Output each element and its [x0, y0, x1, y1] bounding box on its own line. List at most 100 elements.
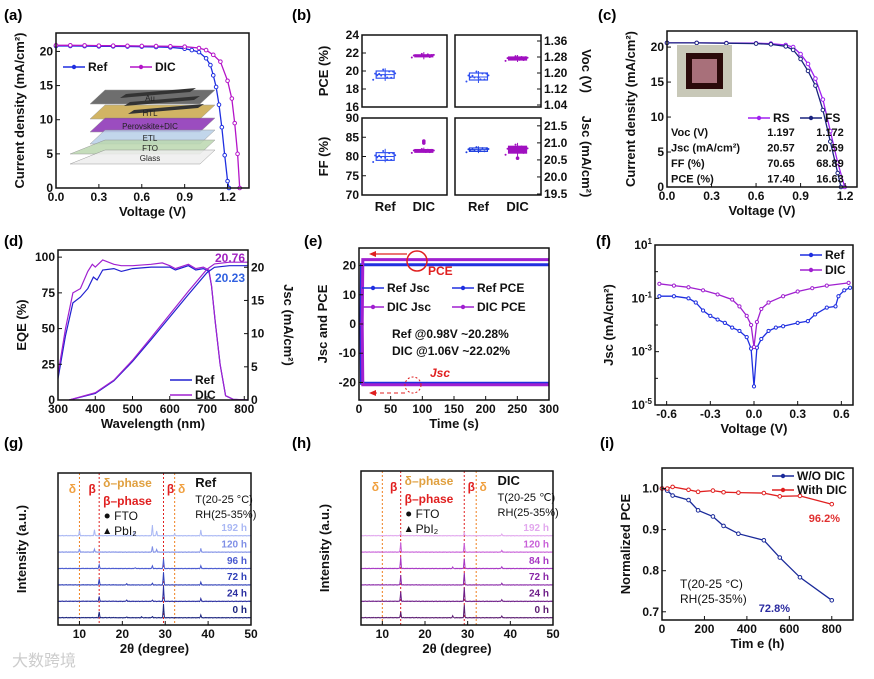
legend-label: With DIC	[797, 483, 847, 497]
data-point	[790, 47, 796, 53]
data-point	[737, 304, 742, 309]
y-tick-label: 0	[251, 393, 258, 407]
data-point	[504, 153, 507, 156]
data-point	[424, 151, 427, 154]
data-point	[748, 346, 754, 351]
y-tick-label: 20	[251, 260, 265, 274]
data-point	[378, 154, 381, 157]
data-point	[695, 489, 701, 495]
data-point	[418, 150, 421, 153]
y-tick-label: 10	[651, 110, 665, 124]
annotation-jsc: Jsc	[430, 366, 450, 380]
legend-label: DIC	[195, 388, 216, 402]
panel-label: (b)	[292, 7, 311, 24]
data-point	[416, 54, 419, 57]
legend-label: W/O DIC	[797, 469, 845, 483]
data-point	[813, 312, 818, 317]
legend-marker	[370, 304, 376, 310]
condition-label: RH(25-35%)	[680, 592, 747, 606]
data-point	[424, 55, 427, 58]
trace-label: 192 h	[221, 523, 247, 534]
series-title: DIC	[498, 473, 521, 488]
x-tick-label: 50	[244, 627, 258, 641]
x-tick-label: 0.3	[91, 190, 108, 204]
data-point	[820, 97, 826, 102]
x-tick-label: 600	[160, 402, 180, 416]
data-point	[820, 107, 826, 113]
data-point	[670, 484, 675, 490]
data-point	[213, 84, 219, 90]
data-point	[694, 40, 699, 46]
layer-label: FTO	[142, 144, 158, 153]
x-tick-label: 150	[444, 402, 464, 416]
y-tick-label: 20	[343, 259, 357, 273]
x-tick-label: 30	[159, 627, 173, 641]
data-point	[751, 384, 757, 389]
data-point	[810, 286, 815, 291]
y-tick-label: 15	[40, 79, 54, 93]
data-point	[518, 58, 521, 61]
data-point	[422, 150, 425, 153]
data-point	[516, 58, 519, 61]
x-tick-label: 10	[376, 627, 390, 641]
data-point	[686, 296, 691, 301]
y-tick-label: 1.04	[544, 98, 568, 112]
x-tick-label: 0.9	[792, 189, 809, 203]
y-axis-label: Intensity (a.u.)	[14, 505, 29, 593]
data-point	[430, 53, 433, 56]
y-tick-label: 16	[346, 100, 360, 114]
legend-beta-phase: β–phase	[103, 494, 152, 508]
y-tick-label: 10	[251, 327, 265, 341]
data-point	[759, 336, 764, 342]
data-point	[700, 308, 706, 313]
panel-label: (i)	[600, 435, 614, 452]
data-point	[210, 73, 216, 78]
data-point	[467, 148, 470, 151]
arrowhead-icon	[369, 390, 376, 396]
data-point	[512, 149, 515, 152]
data-point	[82, 43, 87, 48]
data-point	[410, 56, 413, 59]
panel-label: (e)	[304, 233, 322, 250]
data-point	[506, 57, 509, 60]
legend-marker	[460, 304, 466, 310]
phase-mark: β	[390, 480, 397, 494]
data-point	[824, 305, 829, 310]
x-tick-label: 0.3	[703, 189, 720, 203]
watermark: 大数跨境	[12, 651, 76, 670]
legend-marker	[460, 285, 466, 291]
plot-frame	[57, 472, 252, 626]
y-tick-label: 10-5	[632, 397, 653, 412]
plot-frame	[454, 117, 542, 196]
plot-frame	[358, 247, 550, 401]
data-point	[671, 294, 677, 299]
data-point	[96, 43, 102, 48]
condition-label: T(20-25 °C)	[195, 494, 253, 506]
legend-beta-phase: β–phase	[405, 492, 454, 506]
data-point	[768, 41, 774, 47]
y-axis-label: Current density (mA/cm²)	[12, 32, 27, 188]
x-tick-label: 800	[822, 622, 842, 636]
category-label: Ref	[468, 199, 490, 214]
data-point	[479, 150, 482, 153]
electrode-bar	[128, 104, 204, 114]
x-tick-label: 0.3	[789, 407, 806, 421]
phase-mark: β	[89, 482, 96, 496]
table-value-fs: 1.172	[816, 127, 844, 139]
data-point	[428, 151, 431, 154]
data-point	[465, 151, 468, 154]
table-value-rs: 20.57	[767, 143, 795, 155]
y-tick-label: 1.20	[544, 66, 568, 80]
data-point	[426, 148, 429, 151]
data-point	[384, 74, 387, 77]
y-tick-label: 1.36	[544, 34, 568, 48]
trace-label: 24 h	[529, 589, 549, 600]
table-value-fs: 16.63	[816, 174, 844, 186]
plot-frame	[361, 34, 448, 108]
data-point	[730, 297, 735, 302]
data-point	[432, 53, 435, 56]
series-dic	[659, 282, 849, 348]
x-axis-label: Voltage (V)	[729, 203, 796, 218]
table-value-fs: 68.89	[816, 158, 844, 170]
xrd-trace	[360, 556, 553, 570]
